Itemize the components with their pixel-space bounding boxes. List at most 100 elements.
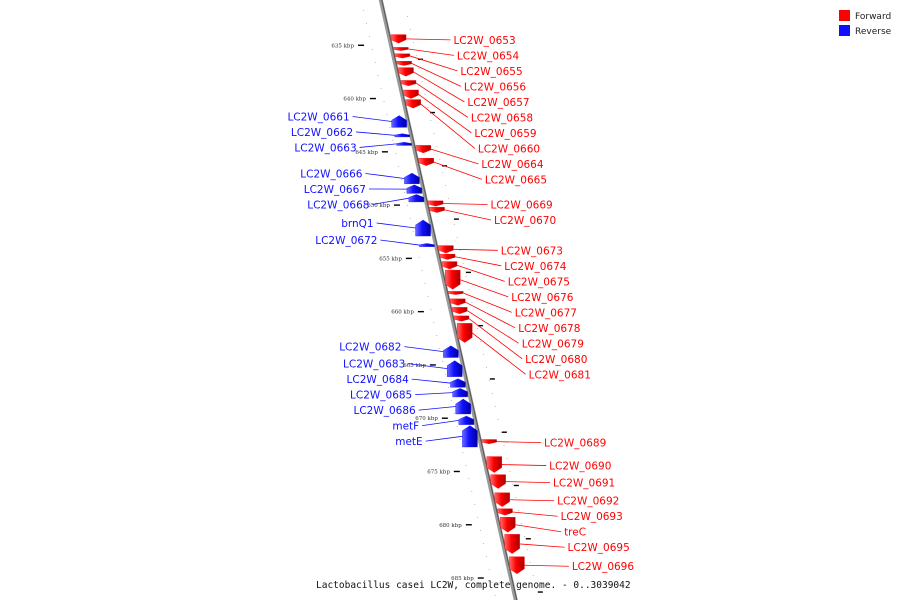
gene-label-LC2W_0657[interactable]: LC2W_0657	[467, 97, 529, 109]
gene-metE[interactable]	[462, 425, 478, 448]
gene-label-LC2W_0685[interactable]: LC2W_0685	[350, 390, 412, 402]
gene-LC2W_0663[interactable]	[396, 142, 412, 146]
gene-LC2W_0658[interactable]	[400, 80, 417, 86]
gene-label-LC2W_0693[interactable]: LC2W_0693	[561, 511, 623, 523]
gene-LC2W_0691[interactable]	[490, 474, 506, 489]
gene-LC2W_0678[interactable]	[450, 298, 466, 306]
gene-label-LC2W_0676[interactable]: LC2W_0676	[511, 292, 574, 304]
gene-label-metF[interactable]: metF	[392, 421, 419, 433]
gene-LC2W_0684[interactable]	[450, 378, 466, 388]
gene-label-LC2W_0669[interactable]: LC2W_0669	[490, 200, 552, 212]
gene-label-metE[interactable]: metE	[395, 436, 422, 448]
gene-LC2W_0662[interactable]	[394, 133, 410, 138]
gene-LC2W_0664[interactable]	[415, 145, 432, 154]
gene-label-brnQ1[interactable]: brnQ1	[341, 218, 373, 230]
guide-dot	[421, 81, 423, 82]
guide-dot	[445, 185, 447, 186]
gene-label-LC2W_0655[interactable]: LC2W_0655	[460, 66, 522, 78]
gene-label-LC2W_0692[interactable]: LC2W_0692	[557, 496, 619, 508]
gene-LC2W_0656[interactable]	[396, 61, 412, 66]
gene-LC2W_0670[interactable]	[429, 207, 445, 213]
gene-LC2W_0661[interactable]	[391, 115, 407, 128]
gene-LC2W_0667[interactable]	[406, 184, 423, 194]
gene-LC2W_0669[interactable]	[427, 200, 444, 207]
gene-label-LC2W_0686[interactable]: LC2W_0686	[354, 405, 417, 417]
gene-LC2W_0681[interactable]	[456, 323, 473, 343]
gene-LC2W_0682[interactable]	[443, 345, 459, 358]
gene-label-LC2W_0680[interactable]: LC2W_0680	[525, 354, 587, 366]
gene-LC2W_0676[interactable]	[445, 269, 461, 290]
guide-dot	[418, 68, 420, 69]
gene-label-LC2W_0673[interactable]: LC2W_0673	[501, 245, 563, 257]
guide-dot	[430, 120, 432, 121]
gene-LC2W_0685[interactable]	[452, 388, 468, 398]
gene-label-LC2W_0659[interactable]: LC2W_0659	[474, 128, 536, 140]
gene-LC2W_0679[interactable]	[451, 307, 468, 314]
gene-label-LC2W_0677[interactable]: LC2W_0677	[515, 307, 577, 319]
leader-LC2W_0666	[365, 173, 405, 179]
genome-backbone-highlight	[381, 0, 518, 600]
gene-LC2W_0654[interactable]	[393, 47, 409, 51]
gene-label-LC2W_0682[interactable]: LC2W_0682	[339, 342, 401, 354]
gene-label-LC2W_0683[interactable]: LC2W_0683	[343, 359, 405, 371]
guide-dot	[433, 133, 435, 134]
gene-LC2W_0673[interactable]	[438, 245, 454, 254]
gene-LC2W_0657[interactable]	[398, 67, 414, 77]
gene-LC2W_0665[interactable]	[418, 158, 434, 166]
gene-LC2W_0659[interactable]	[403, 89, 419, 99]
gene-label-LC2W_0674[interactable]: LC2W_0674	[504, 261, 567, 273]
gene-label-LC2W_0662[interactable]: LC2W_0662	[291, 127, 353, 139]
gene-label-LC2W_0656[interactable]: LC2W_0656	[464, 81, 527, 93]
gene-label-LC2W_0679[interactable]: LC2W_0679	[522, 338, 584, 350]
gene-label-LC2W_0689[interactable]: LC2W_0689	[544, 438, 606, 450]
gene-label-LC2W_0653[interactable]: LC2W_0653	[453, 35, 515, 47]
gene-LC2W_0653[interactable]	[390, 34, 407, 44]
gene-LC2W_0660[interactable]	[405, 99, 421, 109]
gene-label-LC2W_0684[interactable]: LC2W_0684	[347, 374, 410, 386]
gene-LC2W_0695[interactable]	[504, 534, 520, 554]
gene-metF[interactable]	[458, 415, 475, 425]
gene-LC2W_0683[interactable]	[447, 360, 463, 377]
gene-LC2W_0692[interactable]	[494, 492, 510, 507]
gene-label-LC2W_0660[interactable]: LC2W_0660	[478, 143, 540, 155]
gene-LC2W_0674[interactable]	[439, 253, 456, 260]
gene-LC2W_0666[interactable]	[404, 172, 420, 184]
guide-dot	[471, 491, 473, 492]
gene-label-LC2W_0666[interactable]: LC2W_0666	[300, 168, 363, 180]
gene-label-LC2W_0675[interactable]: LC2W_0675	[508, 276, 570, 288]
gene-label-LC2W_0665[interactable]: LC2W_0665	[485, 174, 547, 186]
gene-label-LC2W_0681[interactable]: LC2W_0681	[529, 369, 591, 381]
gene-brnQ1[interactable]	[415, 219, 431, 237]
gene-label-treC[interactable]: treC	[564, 527, 586, 539]
gene-label-LC2W_0672[interactable]: LC2W_0672	[315, 235, 377, 247]
gene-label-LC2W_0696[interactable]: LC2W_0696	[572, 561, 635, 573]
gene-LC2W_0689[interactable]	[481, 439, 497, 444]
gene-label-LC2W_0691[interactable]: LC2W_0691	[553, 478, 615, 490]
gene-LC2W_0668[interactable]	[408, 194, 425, 203]
guide-dot	[418, 257, 420, 258]
gene-LC2W_0680[interactable]	[453, 315, 470, 322]
gene-label-LC2W_0695[interactable]: LC2W_0695	[568, 542, 630, 554]
gene-label-LC2W_0661[interactable]: LC2W_0661	[287, 111, 349, 123]
gene-LC2W_0655[interactable]	[394, 53, 411, 59]
gene-LC2W_0693[interactable]	[497, 508, 513, 516]
guide-dot	[412, 231, 414, 232]
gene-label-LC2W_0678[interactable]: LC2W_0678	[518, 323, 580, 335]
gene-label-LC2W_0664[interactable]: LC2W_0664	[481, 159, 544, 171]
gene-label-LC2W_0668[interactable]: LC2W_0668	[307, 199, 369, 211]
gene-label-LC2W_0658[interactable]: LC2W_0658	[471, 112, 533, 124]
gene-LC2W_0696[interactable]	[509, 556, 525, 575]
gene-LC2W_0686[interactable]	[455, 398, 471, 415]
gene-label-LC2W_0690[interactable]: LC2W_0690	[549, 461, 611, 473]
gene-treC[interactable]	[500, 517, 516, 533]
gene-LC2W_0690[interactable]	[486, 456, 502, 473]
gene-label-LC2W_0663[interactable]: LC2W_0663	[294, 142, 356, 154]
leader-LC2W_0662	[356, 131, 395, 136]
guide-dot	[439, 159, 441, 160]
gene-label-LC2W_0654[interactable]: LC2W_0654	[457, 50, 520, 62]
gene-LC2W_0677[interactable]	[448, 291, 464, 295]
gene-label-LC2W_0670[interactable]: LC2W_0670	[494, 215, 556, 227]
gene-LC2W_0675[interactable]	[441, 261, 458, 270]
gene-LC2W_0672[interactable]	[419, 243, 435, 247]
gene-label-LC2W_0667[interactable]: LC2W_0667	[304, 184, 366, 196]
